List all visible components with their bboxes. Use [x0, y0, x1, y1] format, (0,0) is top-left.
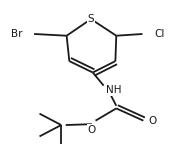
Text: Cl: Cl — [154, 29, 165, 39]
Text: Br: Br — [11, 29, 22, 39]
Text: S: S — [88, 14, 94, 24]
Text: O: O — [88, 125, 96, 135]
Text: NH: NH — [106, 85, 122, 95]
Text: O: O — [148, 116, 156, 126]
